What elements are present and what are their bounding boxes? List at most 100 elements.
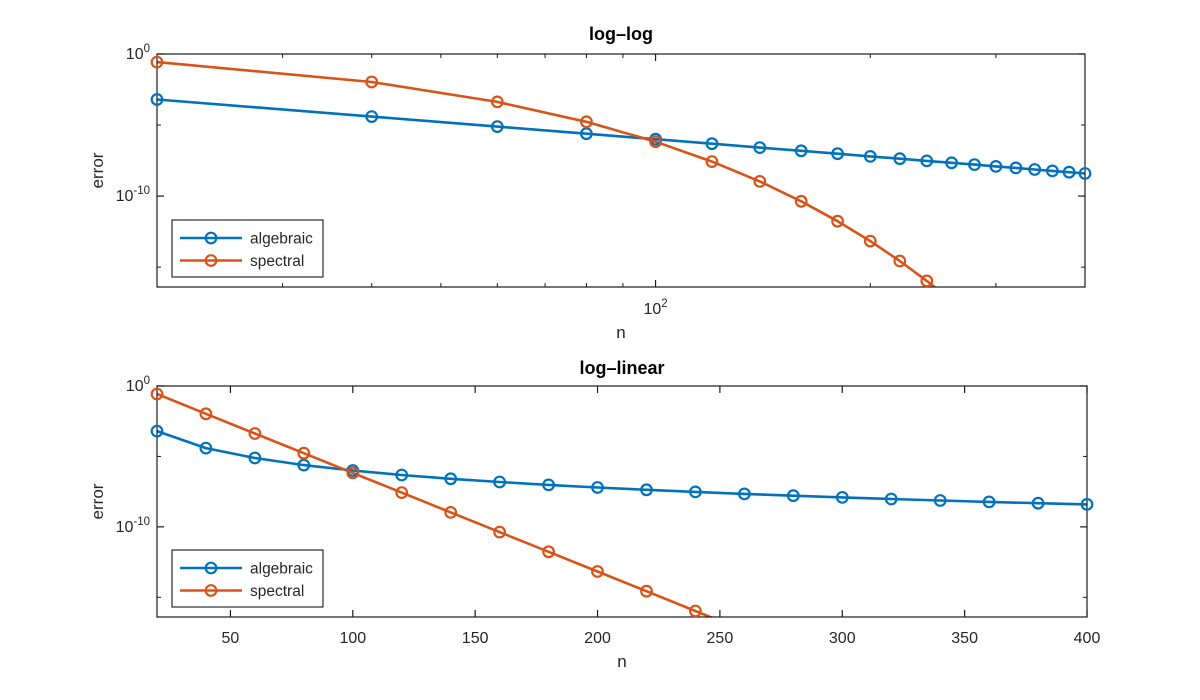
y-tick-label: 10-10 [116, 516, 150, 536]
algebraic-marker [753, 141, 767, 155]
spectral-marker [150, 55, 164, 69]
algebraic-marker [689, 485, 702, 499]
legend: algebraic spectral [171, 219, 324, 278]
algebraic-marker [640, 483, 653, 497]
spectral-marker [297, 446, 311, 460]
x-tick-label: 100 [339, 630, 366, 647]
algebraic-marker [884, 492, 898, 506]
algebraic-marker [395, 468, 409, 482]
spectral-marker [705, 155, 719, 169]
x-tick-label: 102 [643, 298, 667, 318]
axes-box [156, 385, 1088, 618]
algebraic-line [157, 98, 1085, 175]
legend: algebraic spectral [171, 549, 324, 608]
algebraic-marker [150, 424, 164, 438]
x-tick-label: 300 [829, 630, 856, 647]
x-tick-label: 350 [951, 630, 978, 647]
spectral-marker [753, 174, 767, 188]
algebraic-marker [835, 491, 849, 504]
series-lines [157, 60, 1085, 287]
algebraic-marker [933, 494, 947, 507]
y-axis-label: error [88, 483, 107, 519]
spectral-marker [150, 387, 164, 401]
algebraic-marker [831, 147, 844, 161]
spectral-markers [150, 387, 702, 618]
axes-box [156, 53, 1086, 288]
legend-entry-spectral: spectral [250, 583, 304, 600]
subplot-log-linear: 50 100 150 200 250 300 350 400 100 10-10 log–linea… [88, 358, 1100, 671]
x-tick-label: 150 [462, 630, 489, 647]
algebraic-marker [1062, 165, 1076, 179]
plot-title: log–log [589, 24, 653, 44]
spectral-marker [365, 75, 379, 89]
spectral-line [157, 60, 937, 287]
algebraic-marker [1028, 163, 1042, 176]
spectral-marker [248, 427, 262, 440]
x-tick-label: 200 [584, 630, 611, 647]
algebraic-marker [297, 458, 311, 472]
algebraic-marker [199, 441, 213, 455]
spectral-marker [649, 135, 662, 149]
x-axis-label: n [616, 323, 625, 342]
plot-title: log–linear [579, 358, 664, 378]
algebraic-marker [542, 478, 555, 492]
subplot-log-log: 102 100 10-10 log–log n error algebraic spectra… [88, 24, 1092, 342]
axis-ticks [157, 385, 1088, 617]
x-tick-label: 50 [222, 630, 240, 647]
legend-entry-algebraic: algebraic [250, 231, 313, 248]
series-lines [157, 392, 1087, 617]
algebraic-marker [893, 152, 907, 166]
algebraic-marker [863, 149, 877, 163]
spectral-marker [689, 604, 702, 618]
legend-entry-spectral: spectral [250, 253, 304, 270]
algebraic-marker [1045, 164, 1059, 178]
spectral-marker [493, 525, 507, 539]
spectral-marker [831, 214, 844, 228]
algebraic-marker [920, 154, 934, 168]
x-tick-label: 400 [1074, 630, 1101, 647]
spectral-marker [580, 115, 593, 129]
legend-marker-sample [204, 561, 218, 575]
legend-box [171, 219, 324, 278]
spectral-marker [444, 506, 458, 519]
legend-marker-sample [204, 254, 218, 267]
algebraic-marker [945, 156, 958, 170]
spectral-marker [591, 565, 604, 578]
algebraic-marker [982, 495, 996, 509]
legend-marker-sample [204, 584, 218, 597]
spectral-marker [920, 274, 934, 288]
spectral-marker [863, 234, 877, 248]
spectral-marker [640, 584, 653, 598]
y-tick-label: 10-10 [116, 185, 150, 205]
legend-marker-sample [204, 231, 218, 245]
spectral-marker [395, 486, 409, 500]
algebraic-marker [705, 137, 719, 151]
algebraic-marker [591, 481, 604, 494]
algebraic-marker [490, 120, 504, 133]
y-tick-label: 100 [126, 375, 150, 395]
spectral-marker [794, 194, 808, 208]
algebraic-marker [1078, 167, 1092, 180]
axis-ticks [157, 53, 1086, 287]
spectral-marker [346, 466, 360, 480]
algebraic-marker [968, 158, 981, 172]
algebraic-line [157, 429, 1087, 506]
algebraic-marker [786, 489, 800, 503]
algebraic-marker [1031, 496, 1045, 510]
spectral-marker [199, 407, 213, 421]
legend-entry-algebraic: algebraic [250, 561, 313, 578]
algebraic-marker [365, 110, 379, 123]
y-tick-label: 100 [126, 43, 150, 63]
spectral-marker [893, 254, 907, 268]
algebraic-marker [580, 127, 593, 141]
algebraic-marker [248, 451, 262, 465]
spectral-line [157, 392, 714, 617]
algebraic-marker [493, 475, 507, 489]
algebraic-markers [150, 424, 1094, 511]
algebraic-marker [794, 144, 808, 158]
spectral-marker [542, 545, 555, 559]
y-axis-label: error [88, 152, 107, 188]
algebraic-marker [738, 487, 751, 501]
